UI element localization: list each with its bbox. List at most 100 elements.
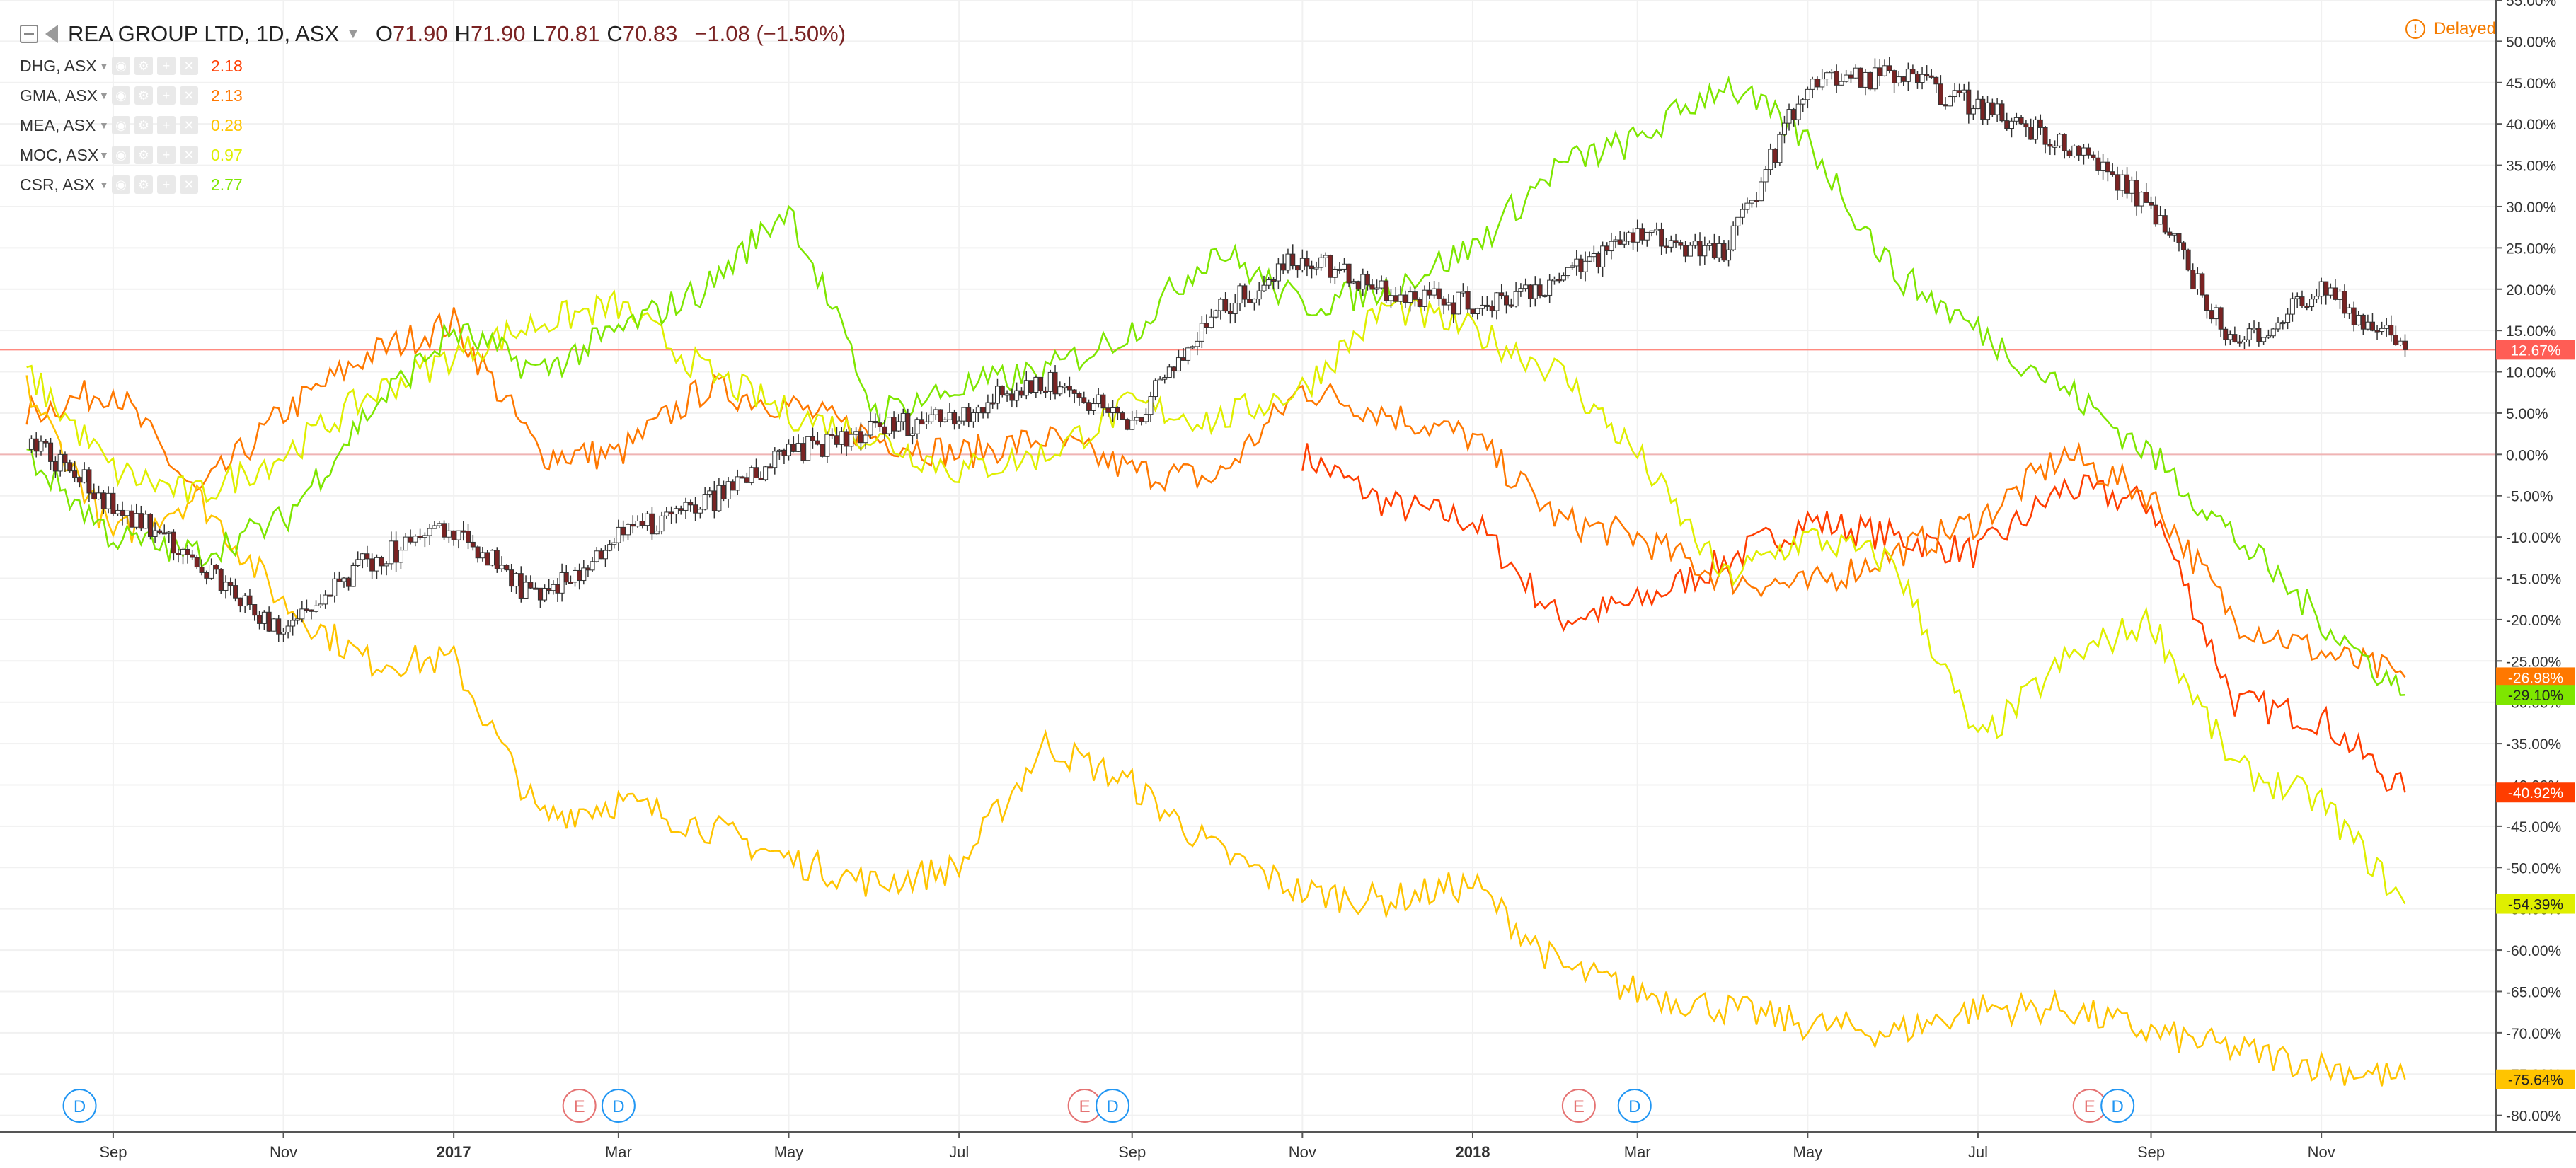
gear-icon[interactable]: ⚙ (134, 175, 153, 194)
eye-icon[interactable]: ◉ (112, 116, 130, 134)
candle (744, 477, 749, 483)
candle (568, 582, 573, 584)
comparison-row[interactable]: MEA, ASX ▼ ◉ ⚙ + ✕ 0.28 (20, 110, 846, 140)
gear-icon[interactable]: ⚙ (134, 146, 153, 164)
eye-icon[interactable]: ◉ (112, 175, 130, 194)
candle (1759, 181, 1764, 202)
candle (1985, 102, 1991, 120)
candle (427, 528, 432, 536)
candle (975, 407, 981, 414)
last-value-badge (2496, 782, 2575, 803)
chevron-down-icon[interactable]: ▼ (346, 25, 360, 42)
chevron-down-icon[interactable]: ▼ (99, 149, 109, 161)
candle (261, 611, 267, 624)
candle (1763, 169, 1769, 183)
plus-icon[interactable]: + (157, 57, 176, 75)
comparison-row[interactable]: MOC, ASX ▼ ◉ ⚙ + ✕ 0.97 (20, 140, 846, 170)
comparison-row[interactable]: DHG, ASX ▼ ◉ ⚙ + ✕ 2.18 (20, 51, 846, 81)
candle (2037, 119, 2043, 128)
x-tick-labels: Sep Nov 2017 Mar May Jul Sep Nov 2018 Mar May Jul Se… (99, 1132, 2335, 1161)
candle (1551, 279, 1557, 282)
candle (2181, 242, 2187, 250)
chevron-down-icon[interactable]: ▼ (99, 120, 109, 131)
candle (152, 530, 158, 537)
candle (581, 567, 587, 582)
plus-icon[interactable]: + (157, 116, 176, 134)
close-icon[interactable]: ✕ (180, 146, 198, 164)
candle (834, 435, 839, 445)
candle (299, 608, 305, 620)
close-icon[interactable]: ✕ (180, 86, 198, 105)
y-tick-label: -5.00% (2506, 489, 2553, 505)
chevron-down-icon[interactable]: ▼ (99, 90, 109, 101)
eye-icon[interactable]: ◉ (112, 57, 130, 75)
candle (1844, 74, 1849, 82)
candle (2261, 337, 2267, 342)
candle (740, 476, 745, 479)
candle (533, 587, 539, 590)
candle (379, 557, 384, 567)
comparison-name[interactable]: DHG, ASX (20, 56, 97, 75)
comparison-name[interactable]: CSR, ASX (20, 175, 96, 194)
candle (1600, 245, 1606, 267)
candle (1369, 284, 1375, 290)
candle (2251, 328, 2257, 330)
candle (52, 461, 58, 472)
gear-icon[interactable]: ⚙ (134, 57, 153, 75)
chevron-down-icon[interactable]: ▼ (99, 179, 109, 190)
close-icon[interactable]: ✕ (180, 57, 198, 75)
symbol-title[interactable]: REA GROUP LTD, 1D, ASX (68, 21, 340, 46)
flag-icon[interactable] (45, 25, 58, 43)
comparison-row[interactable]: CSR, ASX ▼ ◉ ⚙ + ✕ 2.77 (20, 170, 846, 200)
candle (1800, 99, 1806, 105)
candle (966, 407, 972, 422)
candle (290, 620, 296, 627)
chevron-down-icon[interactable]: ▼ (99, 60, 109, 71)
candle (384, 563, 389, 567)
plus-icon[interactable]: + (157, 175, 176, 194)
event-marker-label: E (1079, 1097, 1091, 1116)
candle (341, 577, 347, 582)
candle (1868, 71, 1873, 90)
comparison-name[interactable]: MOC, ASX (20, 145, 99, 164)
plus-icon[interactable]: + (157, 146, 176, 164)
eye-icon[interactable]: ◉ (112, 86, 130, 105)
event-marker-label: E (1573, 1097, 1585, 1116)
candle (625, 524, 631, 536)
gear-icon[interactable]: ⚙ (134, 116, 153, 134)
comparison-row[interactable]: GMA, ASX ▼ ◉ ⚙ + ✕ 2.13 (20, 81, 846, 110)
candle (2294, 296, 2300, 299)
candle (1460, 291, 1466, 294)
open-value: O71.90 (375, 21, 448, 46)
delayed-badge[interactable]: ! Delayed (2405, 19, 2496, 39)
candle (1919, 74, 1925, 83)
eye-icon[interactable]: ◉ (112, 146, 130, 164)
candle (2071, 145, 2077, 157)
candle (1218, 299, 1224, 311)
candle (67, 462, 73, 472)
candle (1961, 89, 1967, 93)
candle (559, 572, 565, 594)
candle (2309, 299, 2315, 308)
close-icon[interactable]: ✕ (180, 116, 198, 134)
earnings-marker (1561, 1089, 1596, 1123)
candle (1014, 390, 1020, 401)
time-axis[interactable] (0, 1132, 2496, 1168)
candle (1872, 67, 1878, 90)
plus-icon[interactable]: + (157, 86, 176, 105)
comparison-name[interactable]: MEA, ASX (20, 115, 96, 134)
close-icon[interactable]: ✕ (180, 175, 198, 194)
candle (360, 553, 365, 560)
collapse-legend-icon[interactable] (20, 25, 38, 43)
comparison-name[interactable]: GMA, ASX (20, 86, 98, 105)
price-axis[interactable] (2496, 0, 2576, 1132)
gear-icon[interactable]: ⚙ (134, 86, 153, 105)
candle (767, 466, 773, 469)
candle (442, 523, 447, 538)
candle (1412, 291, 1418, 300)
candle (1398, 294, 1403, 302)
candle (1938, 83, 1943, 105)
candle (157, 530, 163, 533)
candle (485, 552, 490, 566)
